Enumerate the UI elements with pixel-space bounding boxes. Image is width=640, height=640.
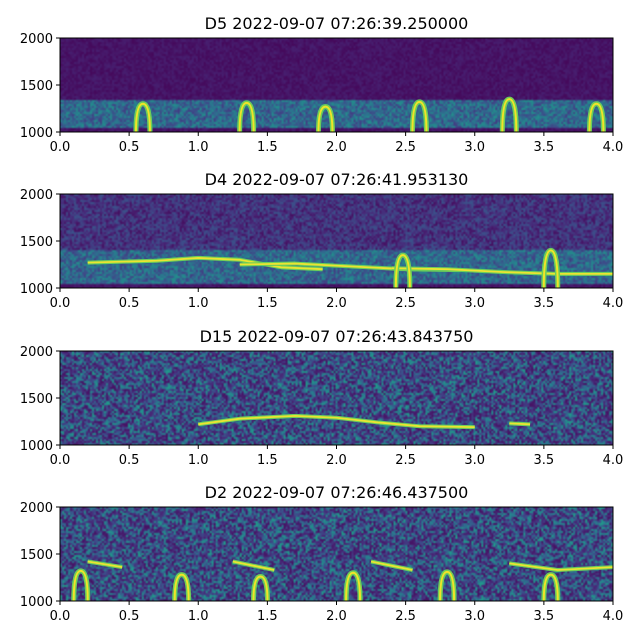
x-tick-label: 2.5 [395,609,416,624]
x-tick-label: 0.5 [119,140,140,155]
spectrogram-panel-3: D15 2022-09-07 07:26:43.843750 0.0 0.5 1.0 1… [20,327,623,468]
x-tick-label: 2.5 [395,296,416,311]
call-arch [588,102,605,132]
spectrogram-background [60,507,613,601]
x-tick-label: 0.5 [119,296,140,311]
x-tick-label: 0.0 [50,609,71,624]
panel-title: D4 2022-09-07 07:26:41.953130 [205,170,469,189]
call-arch [173,573,190,601]
y-tick-label: 1000 [20,595,53,610]
x-tick-label: 0.5 [119,453,140,468]
x-tick-label: 3.5 [534,453,555,468]
x-tick-label: 2.0 [326,453,347,468]
spectrogram-panel-4: D2 2022-09-07 07:26:46.437500 0.0 0.5 1.0 1.… [20,483,623,624]
call-curve [232,560,275,571]
x-tick-label: 2.0 [326,609,347,624]
y-tick-label: 1000 [20,282,53,297]
call-arch [317,105,334,132]
y-tick-label: 1000 [20,126,53,141]
x-tick-label: 1.5 [257,296,278,311]
x-tick-label: 3.0 [464,296,485,311]
x-tick-label: 3.0 [464,140,485,155]
call-arch [134,102,151,132]
x-tick-label: 4.0 [603,609,624,624]
x-tick-label: 2.5 [395,453,416,468]
x-tick-label: 2.0 [326,296,347,311]
y-tick-label: 1500 [20,235,53,250]
y-tick-label: 2000 [20,188,53,203]
x-tick-label: 1.0 [188,609,209,624]
call-curve [370,560,413,571]
y-tick-label: 1500 [20,79,53,94]
call-arch [345,571,362,601]
call-arch [72,569,89,601]
x-tick-label: 1.0 [188,296,209,311]
x-tick-label: 4.0 [603,140,624,155]
x-tick-label: 0.0 [50,453,71,468]
spectrogram-panel-1: D5 2022-09-07 07:26:39.250000 0.0 0.5 1.0 1.… [20,14,623,155]
x-tick-label: 1.5 [257,453,278,468]
x-tick-label: 3.0 [464,453,485,468]
y-tick-label: 2000 [20,32,53,47]
x-tick-label: 3.5 [534,140,555,155]
call-arch [439,570,456,601]
x-tick-label: 3.5 [534,609,555,624]
spectrogram-background [60,38,613,132]
call-curve [87,257,323,271]
x-tick-label: 0.0 [50,296,71,311]
y-tick-label: 2000 [20,345,53,360]
panel-title: D15 2022-09-07 07:26:43.843750 [200,327,474,346]
call-arch [252,575,269,601]
x-tick-label: 0.5 [119,609,140,624]
x-tick-label: 3.0 [464,609,485,624]
call-arch [542,573,559,601]
panel-title: D5 2022-09-07 07:26:39.250000 [205,14,469,33]
y-tick-label: 1500 [20,392,53,407]
x-tick-label: 1.0 [188,453,209,468]
call-arch [394,254,411,288]
y-tick-label: 2000 [20,501,53,516]
x-tick-label: 0.0 [50,140,71,155]
call-curve [391,267,613,275]
call-arch [501,98,518,132]
y-tick-label: 1000 [20,439,53,454]
x-tick-label: 1.0 [188,140,209,155]
x-tick-label: 2.0 [326,140,347,155]
x-tick-label: 2.5 [395,140,416,155]
call-arch [411,100,428,132]
call-arch [238,101,255,132]
x-tick-label: 1.5 [257,609,278,624]
spectrogram-background [60,351,613,445]
call-curve [87,560,123,569]
x-tick-label: 4.0 [603,296,624,311]
call-curve [509,422,531,426]
call-arch [542,249,559,288]
spectrogram-panel-2: D4 2022-09-07 07:26:41.953130 0.0 0.5 1.0 1.… [20,170,623,311]
x-tick-label: 3.5 [534,296,555,311]
y-tick-label: 1500 [20,548,53,563]
panel-title: D2 2022-09-07 07:26:46.437500 [205,483,469,502]
call-curve [509,562,613,571]
x-tick-label: 1.5 [257,140,278,155]
call-curve [198,414,475,429]
x-tick-label: 4.0 [603,453,624,468]
